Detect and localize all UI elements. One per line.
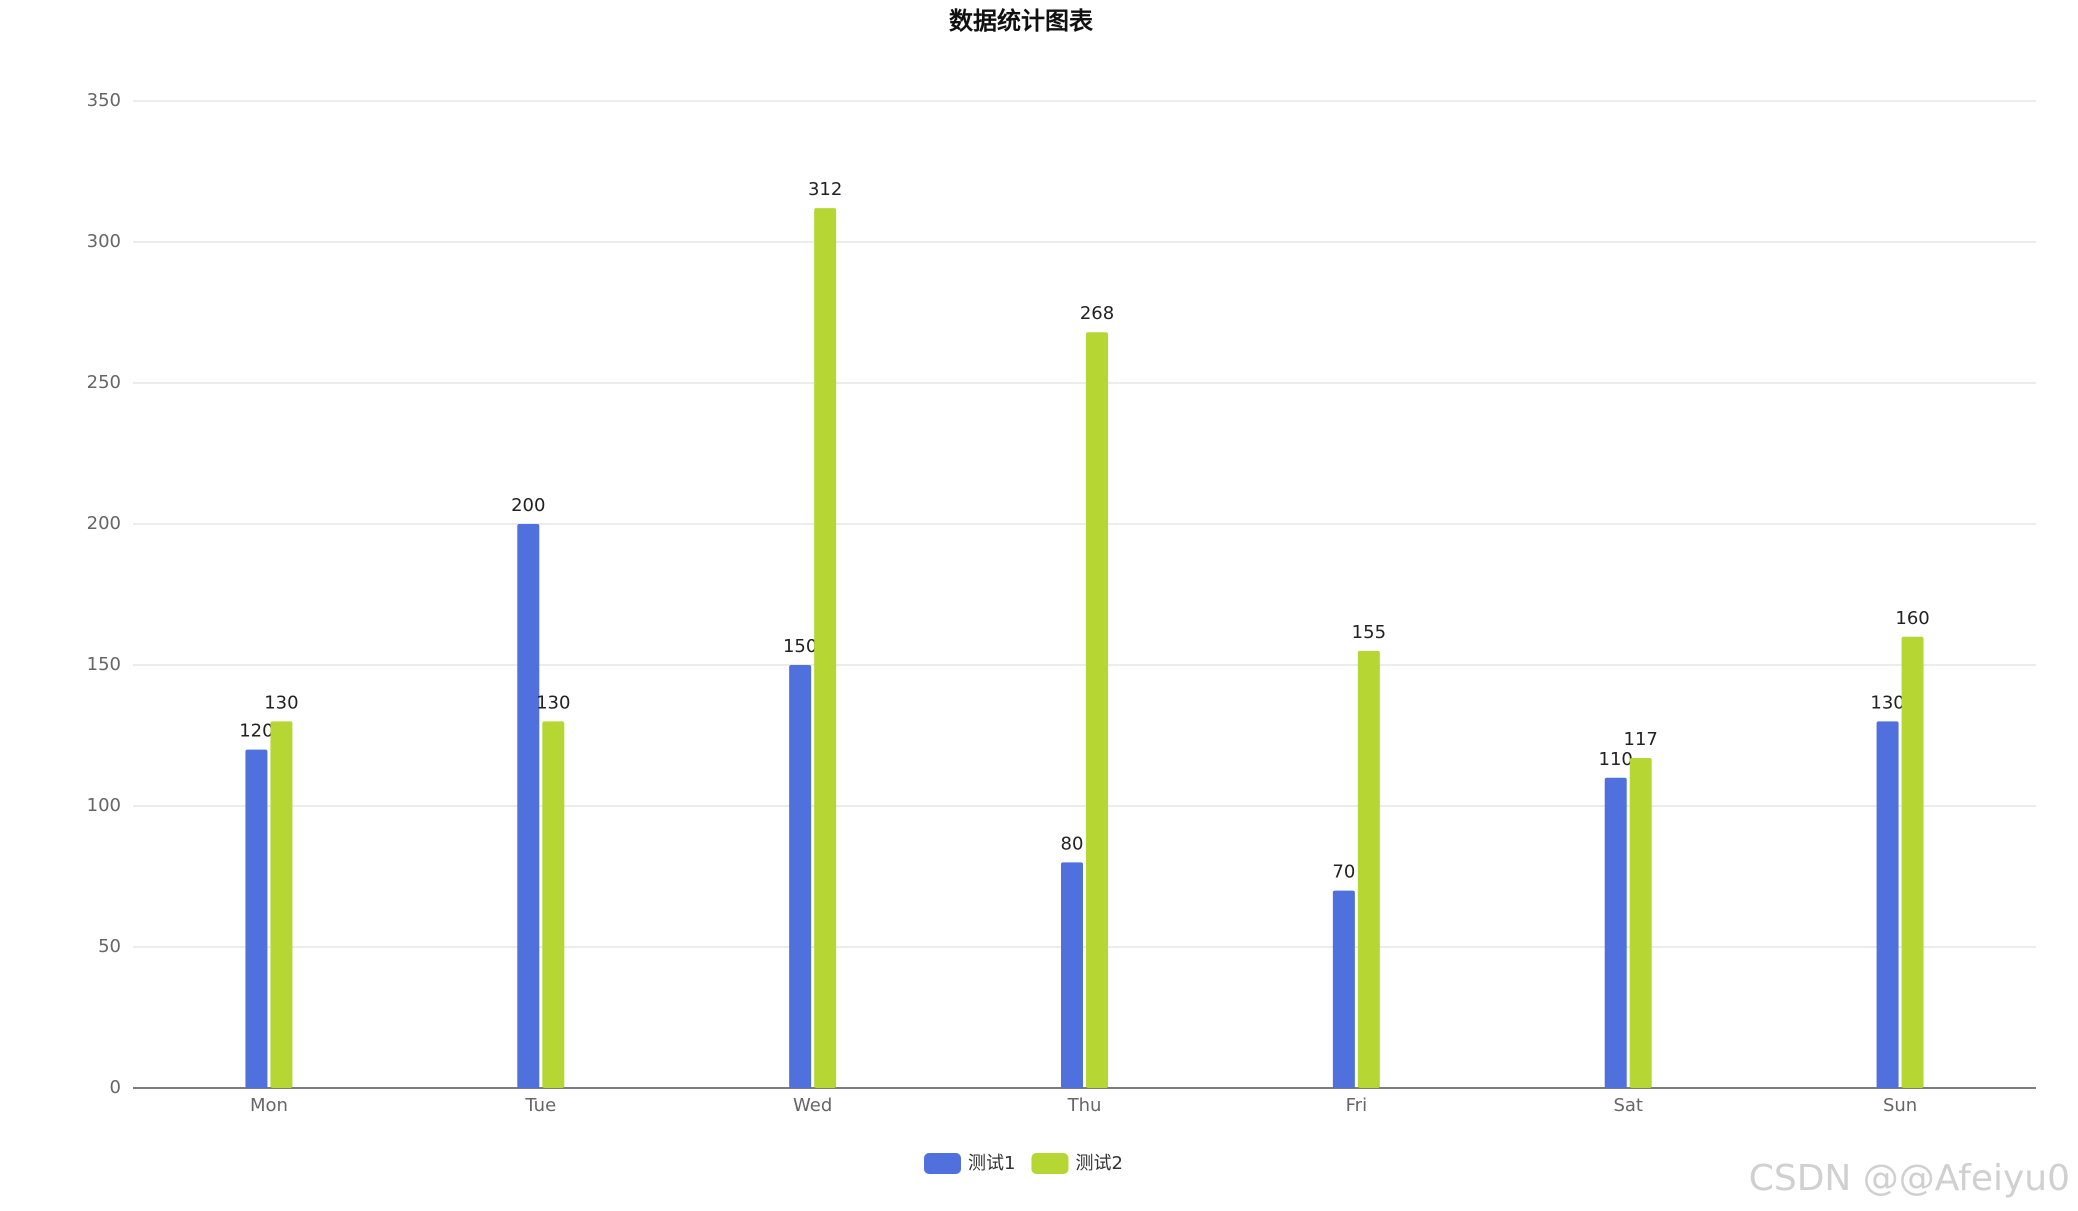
value-label: 150 xyxy=(783,636,817,657)
legend-swatch xyxy=(1031,1153,1069,1174)
value-label: 80 xyxy=(1061,833,1084,854)
value-label: 268 xyxy=(1080,303,1114,324)
bar xyxy=(1357,650,1380,1088)
y-tick-label: 250 xyxy=(87,372,121,393)
bar xyxy=(1901,636,1924,1088)
y-tick-label: 200 xyxy=(87,513,121,534)
bar xyxy=(1876,721,1899,1088)
value-label: 117 xyxy=(1624,729,1658,750)
legend-label: 测试2 xyxy=(1075,1153,1122,1174)
value-label: 200 xyxy=(511,495,545,516)
value-label: 130 xyxy=(536,692,570,713)
value-label: 155 xyxy=(1352,622,1386,643)
bar xyxy=(1332,890,1355,1088)
value-label: 120 xyxy=(239,721,273,742)
y-tick-label: 0 xyxy=(110,1077,121,1098)
value-label: 130 xyxy=(1870,692,1904,713)
bar xyxy=(789,665,812,1088)
y-tick-label: 50 xyxy=(98,936,121,957)
bar xyxy=(517,524,540,1088)
bar xyxy=(1604,777,1627,1088)
y-tick-label: 350 xyxy=(87,90,121,111)
bar xyxy=(1086,332,1108,1088)
y-tick-label: 150 xyxy=(87,654,121,675)
bar xyxy=(814,208,837,1088)
bar xyxy=(270,721,293,1088)
value-label: 130 xyxy=(264,692,298,713)
y-tick-label: 100 xyxy=(87,795,121,816)
x-tick-label: Tue xyxy=(524,1095,556,1116)
bar xyxy=(542,721,565,1088)
chart-title: 数据统计图表 xyxy=(949,7,1094,35)
x-tick-label: Wed xyxy=(793,1095,832,1116)
legend-swatch xyxy=(924,1153,961,1174)
bar xyxy=(1629,758,1652,1088)
value-label: 160 xyxy=(1895,608,1929,629)
legend-label: 测试1 xyxy=(968,1153,1015,1174)
bar xyxy=(1061,862,1083,1088)
x-tick-label: Sun xyxy=(1883,1095,1917,1116)
bar xyxy=(245,749,268,1088)
x-tick-label: Fri xyxy=(1346,1095,1367,1116)
value-label: 70 xyxy=(1332,862,1355,883)
x-tick-label: Sat xyxy=(1613,1095,1643,1116)
watermark: CSDN @@Afeiyu0 xyxy=(1749,1158,2070,1199)
value-label: 312 xyxy=(808,179,842,200)
x-tick-label: Mon xyxy=(250,1095,288,1116)
x-tick-label: Thu xyxy=(1067,1095,1102,1116)
value-label: 110 xyxy=(1599,749,1633,770)
y-tick-label: 300 xyxy=(87,231,121,252)
